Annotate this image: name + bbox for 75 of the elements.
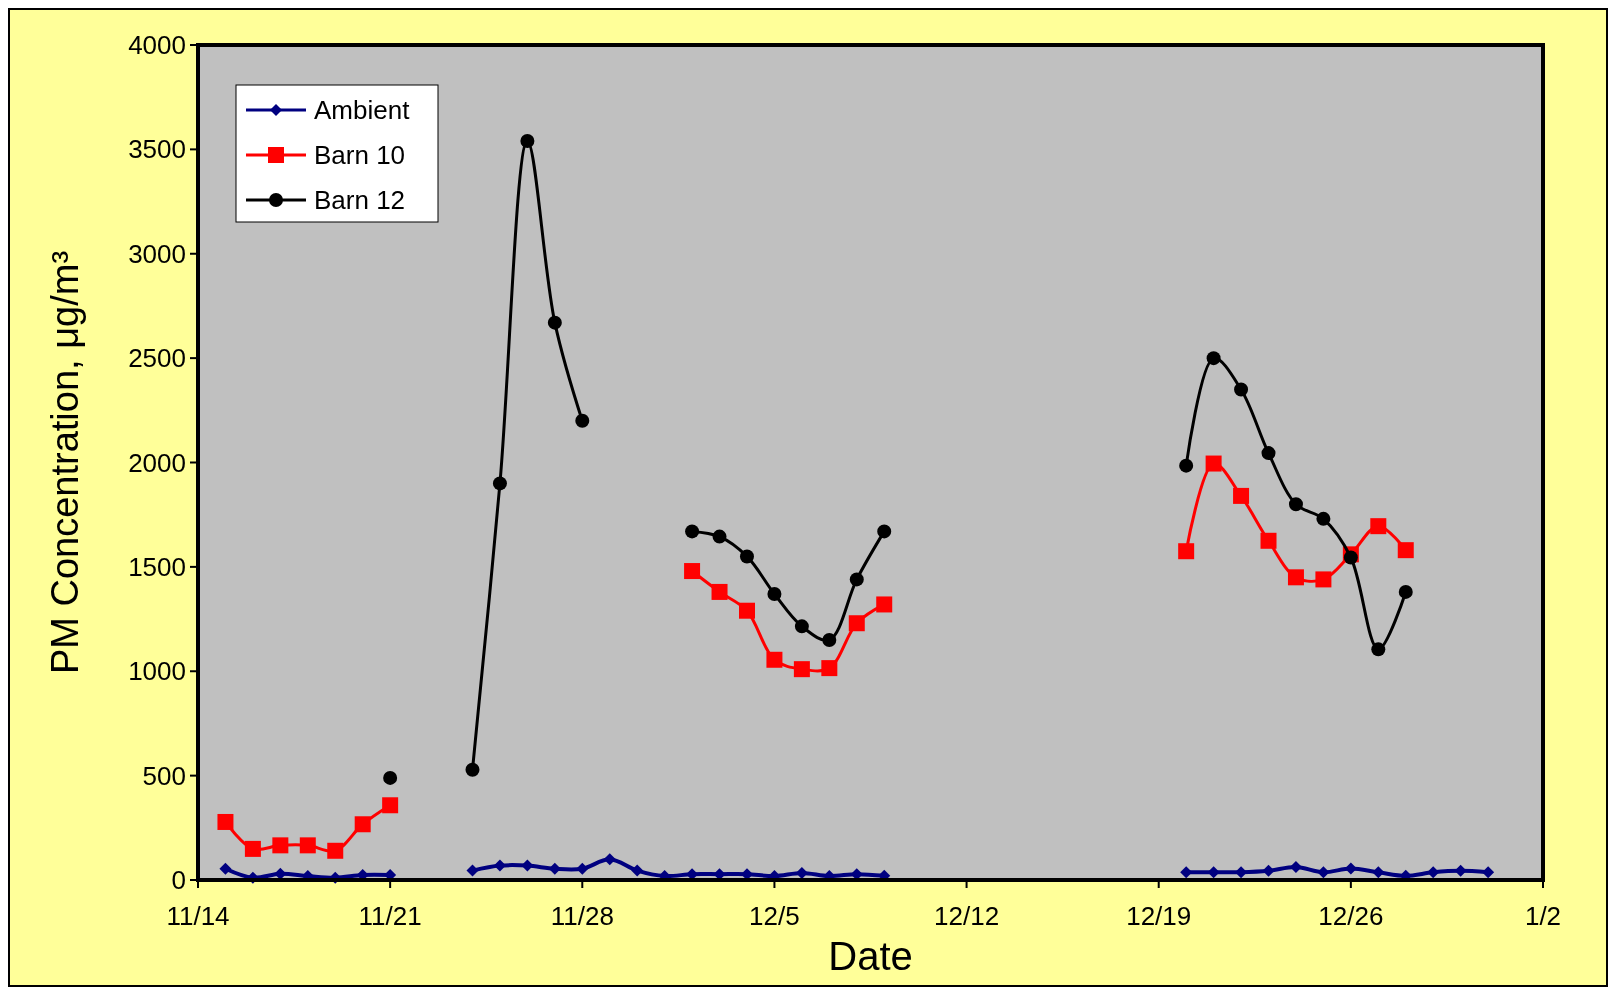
point bbox=[299, 837, 316, 854]
point bbox=[1343, 550, 1358, 565]
point bbox=[1317, 866, 1330, 879]
point bbox=[711, 583, 728, 600]
point bbox=[794, 619, 809, 634]
point bbox=[466, 864, 479, 877]
point bbox=[520, 134, 535, 149]
point bbox=[767, 587, 782, 601]
point bbox=[1371, 642, 1386, 657]
point bbox=[1178, 543, 1195, 560]
point bbox=[1315, 571, 1332, 588]
point bbox=[821, 660, 838, 677]
point bbox=[547, 315, 562, 330]
point bbox=[739, 549, 754, 564]
x-tick-label: 12/12 bbox=[934, 901, 1000, 931]
x-tick-label: 11/21 bbox=[358, 901, 422, 931]
point bbox=[1370, 518, 1387, 535]
legend-label: Ambient bbox=[314, 95, 411, 126]
point bbox=[738, 602, 755, 619]
y-tick-label: 1500 bbox=[128, 551, 186, 582]
y-tick-label: 4000 bbox=[128, 30, 186, 61]
point bbox=[1206, 351, 1221, 366]
point bbox=[1482, 866, 1495, 879]
point bbox=[383, 770, 398, 785]
legend-label: Barn 12 bbox=[314, 185, 406, 216]
point bbox=[1288, 497, 1303, 512]
point bbox=[822, 632, 837, 647]
point bbox=[712, 529, 727, 544]
point bbox=[1179, 458, 1194, 473]
point bbox=[1234, 382, 1249, 397]
point bbox=[1233, 487, 1250, 504]
point bbox=[382, 797, 399, 814]
point bbox=[1260, 532, 1277, 549]
point bbox=[1397, 542, 1414, 559]
point bbox=[272, 837, 289, 854]
y-tick-label: 2000 bbox=[128, 447, 186, 478]
y-axis-title: PM Concentration, μg/m³ bbox=[44, 250, 86, 675]
point bbox=[849, 572, 864, 587]
x-tick-label: 12/26 bbox=[1318, 901, 1384, 931]
point bbox=[327, 842, 344, 859]
point bbox=[684, 563, 701, 580]
point bbox=[493, 859, 506, 872]
x-axis-title: Date bbox=[828, 934, 913, 978]
point bbox=[876, 596, 893, 613]
point bbox=[766, 651, 783, 668]
point bbox=[492, 476, 507, 491]
legend-label: Barn 10 bbox=[314, 140, 406, 171]
point bbox=[631, 864, 644, 877]
point bbox=[1398, 584, 1413, 599]
point bbox=[219, 862, 232, 875]
x-tick-label: 11/14 bbox=[166, 901, 230, 931]
point bbox=[1287, 569, 1304, 586]
y-tick-label: 2500 bbox=[128, 343, 186, 374]
point bbox=[1205, 455, 1222, 472]
x-tick-label: 1/2 bbox=[1524, 901, 1562, 931]
point bbox=[244, 840, 261, 857]
point bbox=[217, 813, 234, 830]
y-tick-label: 500 bbox=[142, 760, 186, 791]
point bbox=[354, 816, 371, 833]
y-tick-label: 3500 bbox=[128, 134, 186, 165]
x-tick-label: 12/5 bbox=[749, 901, 800, 931]
point bbox=[1261, 446, 1276, 461]
point bbox=[575, 413, 590, 428]
point bbox=[576, 862, 589, 875]
point bbox=[848, 615, 865, 632]
point bbox=[1316, 511, 1331, 526]
x-tick-label: 12/19 bbox=[1126, 901, 1192, 931]
y-tick-label: 0 bbox=[171, 865, 186, 896]
y-tick-label: 1000 bbox=[128, 656, 186, 687]
point bbox=[465, 762, 480, 777]
point bbox=[685, 524, 700, 539]
point bbox=[793, 661, 810, 678]
x-tick-label: 11/28 bbox=[550, 901, 614, 931]
y-tick-label: 3000 bbox=[128, 238, 186, 269]
point bbox=[877, 524, 892, 539]
